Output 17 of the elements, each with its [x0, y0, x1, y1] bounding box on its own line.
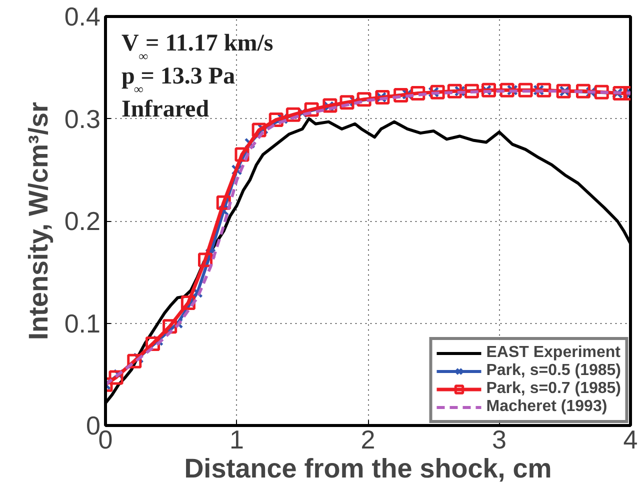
legend-label: Park, s=0.5 (1985) [486, 362, 621, 380]
x-tick-label: 3 [492, 424, 506, 454]
legend-label: Park, s=0.7 (1985) [486, 380, 621, 398]
legend-label: Macheret (1993) [486, 398, 608, 416]
y-tick-label: 0.2 [64, 206, 101, 236]
y-tick-label: 0.1 [64, 308, 101, 338]
x-axis-title: Distance from the shock, cm [184, 454, 552, 484]
legend-label: EAST Experiment [486, 344, 620, 362]
y-tick-label: 0.3 [64, 104, 101, 134]
x-tick-label: 2 [360, 424, 376, 454]
x-tick-label: 4 [623, 424, 638, 454]
annotation: p∞= 13.3 Pa [122, 64, 236, 96]
annotation: V∞= 11.17 km/s [122, 30, 274, 64]
x-tick-label: 1 [230, 424, 244, 454]
y-tick-label: 0.4 [64, 2, 101, 32]
y-axis-title: Intensity, W/cm³/sr [23, 101, 54, 340]
annotation: Infrared [122, 96, 210, 122]
